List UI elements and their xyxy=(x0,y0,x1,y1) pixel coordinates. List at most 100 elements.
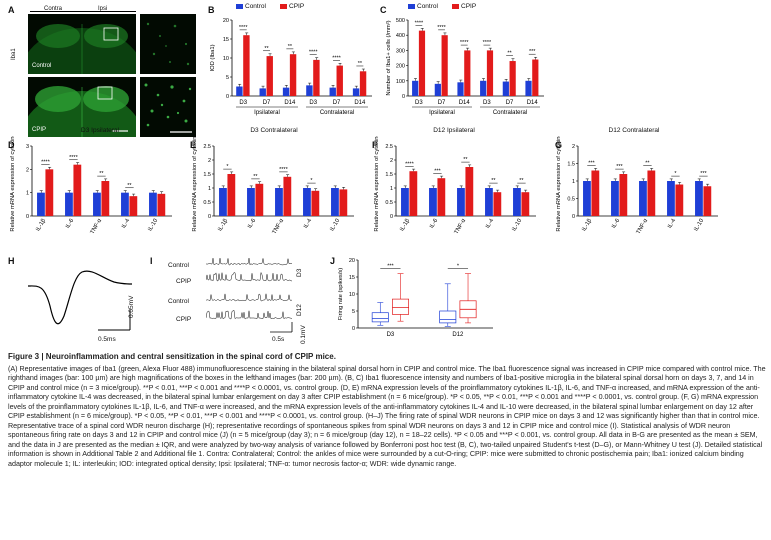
bar-control xyxy=(412,80,419,96)
trace-label-row2: CPIP xyxy=(176,278,192,285)
bar-cpip xyxy=(45,169,54,216)
significance-marker: * xyxy=(457,264,460,270)
bar-cpip xyxy=(591,170,600,216)
figure-title: Figure 3 | Neuroinflammation and central… xyxy=(8,352,336,361)
legend-label-cpip: CPIP xyxy=(289,3,305,10)
significance-marker: **** xyxy=(460,40,469,46)
bar-cpip xyxy=(675,184,684,216)
trace-label-row3: Control xyxy=(168,298,189,305)
x-tick-label: IL-10 xyxy=(329,218,341,232)
chart-title-f: D12 Ipsilateral xyxy=(433,127,475,134)
x-tick-label: D3 xyxy=(415,100,423,106)
y-tick-label: 1.5 xyxy=(567,162,575,168)
bar-cpip xyxy=(313,59,320,96)
bar-control xyxy=(485,188,493,216)
trace-label-row4: CPIP xyxy=(176,316,192,323)
iba1-side-label: Iba1 xyxy=(11,48,17,60)
x-tick-label: TNF-α xyxy=(90,217,104,235)
y-tick-label: 400 xyxy=(396,33,405,39)
y-tick-label: 0 xyxy=(26,214,29,220)
spike-trace xyxy=(206,258,293,266)
y-tick-label: 0 xyxy=(390,214,393,220)
bar-cpip xyxy=(283,176,292,216)
group-label: Contralateral xyxy=(320,110,354,116)
x-tick-label: D14 xyxy=(527,100,539,106)
chart-g-d12-contra: 0 0.5 1 1.5 2 Relative mRNA expression of cyt… xyxy=(556,136,718,235)
h-scale-voltage: 0.05mV xyxy=(128,295,135,318)
bar-cpip xyxy=(73,164,82,216)
bar-cpip xyxy=(465,167,474,216)
y-tick-label: 1.5 xyxy=(203,172,211,178)
bar-control xyxy=(667,181,675,216)
micrograph-control-low xyxy=(28,14,136,74)
y-tick-label: 0.5 xyxy=(385,200,393,206)
group-label: Ipsilateral xyxy=(429,110,455,116)
x-tick-label: IL-1β xyxy=(217,217,229,232)
bar-control xyxy=(65,192,73,216)
significance-marker: *** xyxy=(700,171,707,177)
chart-title-g: D12 Contralateral xyxy=(608,127,660,134)
significance-marker: ** xyxy=(491,178,496,184)
legend-cpip-c: CPIP xyxy=(452,3,476,10)
bar-cpip xyxy=(418,30,426,96)
bar-cpip xyxy=(703,186,712,216)
y-axis-label: Relative mRNA expression of cytokines xyxy=(192,136,198,232)
chart-b-iod: 0 5 10 15 20 IOD (Iba1) D3 **** D7 ** D14 ** D3 **** D… xyxy=(210,18,372,116)
spike-trace xyxy=(206,271,293,282)
bar-cpip xyxy=(339,189,348,216)
significance-marker: ** xyxy=(253,174,258,180)
x-tick-label: IL-4 xyxy=(303,217,314,229)
x-tick-label: D14 xyxy=(459,100,471,106)
chart-e-d3-contra: 0 0.5 1 1.5 2 2.5 Relative mRNA expression of … xyxy=(192,136,354,235)
x-tick-label: IL-6 xyxy=(65,218,75,230)
significance-marker: *** xyxy=(434,168,441,174)
bar-control xyxy=(457,82,464,96)
y-tick-label: 20 xyxy=(349,258,355,264)
significance-marker: ** xyxy=(645,161,650,167)
significance-marker: ** xyxy=(99,171,104,177)
bar-control xyxy=(329,87,336,96)
significance-marker: ** xyxy=(288,44,293,50)
y-axis-label: Relative mRNA expression of cytokines xyxy=(374,136,380,232)
x-tick-label: D14 xyxy=(354,100,366,106)
bar-control xyxy=(695,181,703,216)
significance-marker: *** xyxy=(588,161,595,167)
panel-letter-i: I xyxy=(150,256,153,266)
y-tick-label: 1 xyxy=(208,186,211,192)
significance-marker: * xyxy=(226,164,229,170)
legend-swatch-cpip xyxy=(452,4,459,9)
y-tick-label: 100 xyxy=(396,79,405,85)
significance-marker: **** xyxy=(41,159,50,165)
x-tick-label: IL-4 xyxy=(485,217,496,229)
x-tick-label: IL-10 xyxy=(693,218,705,232)
bar-cpip xyxy=(227,174,236,216)
legend-swatch-control xyxy=(236,4,243,9)
x-tick-label: IL-1β xyxy=(35,217,47,232)
significance-marker: **** xyxy=(415,20,424,26)
bar-cpip xyxy=(266,56,273,96)
significance-marker: ** xyxy=(127,183,132,189)
bar-cpip xyxy=(493,192,502,216)
significance-marker: *** xyxy=(616,164,623,170)
trace-label-row1: Control xyxy=(168,262,189,269)
bar-control xyxy=(639,181,647,216)
bar-control xyxy=(219,188,227,216)
y-tick-label: 2 xyxy=(26,167,29,173)
y-tick-label: 0 xyxy=(402,94,405,100)
box-control xyxy=(371,312,389,323)
legend-label-control: Control xyxy=(417,3,438,10)
significance-marker: ** xyxy=(264,46,269,52)
significance-marker: * xyxy=(674,171,677,177)
group-label: Ipsilateral xyxy=(254,110,280,116)
bar-control xyxy=(306,85,313,96)
panel-letter-h: H xyxy=(8,256,15,266)
bar-control xyxy=(513,188,521,216)
bar-control xyxy=(149,192,157,216)
bar-cpip xyxy=(255,183,264,216)
significance-marker: **** xyxy=(279,167,288,173)
y-tick-label: 0.5 xyxy=(203,200,211,206)
significance-marker: **** xyxy=(405,161,414,167)
panel-letter-g: G xyxy=(555,140,563,150)
figure-caption: (A) Representative images of Iba1 (green… xyxy=(8,364,766,468)
bar-cpip xyxy=(157,193,166,216)
